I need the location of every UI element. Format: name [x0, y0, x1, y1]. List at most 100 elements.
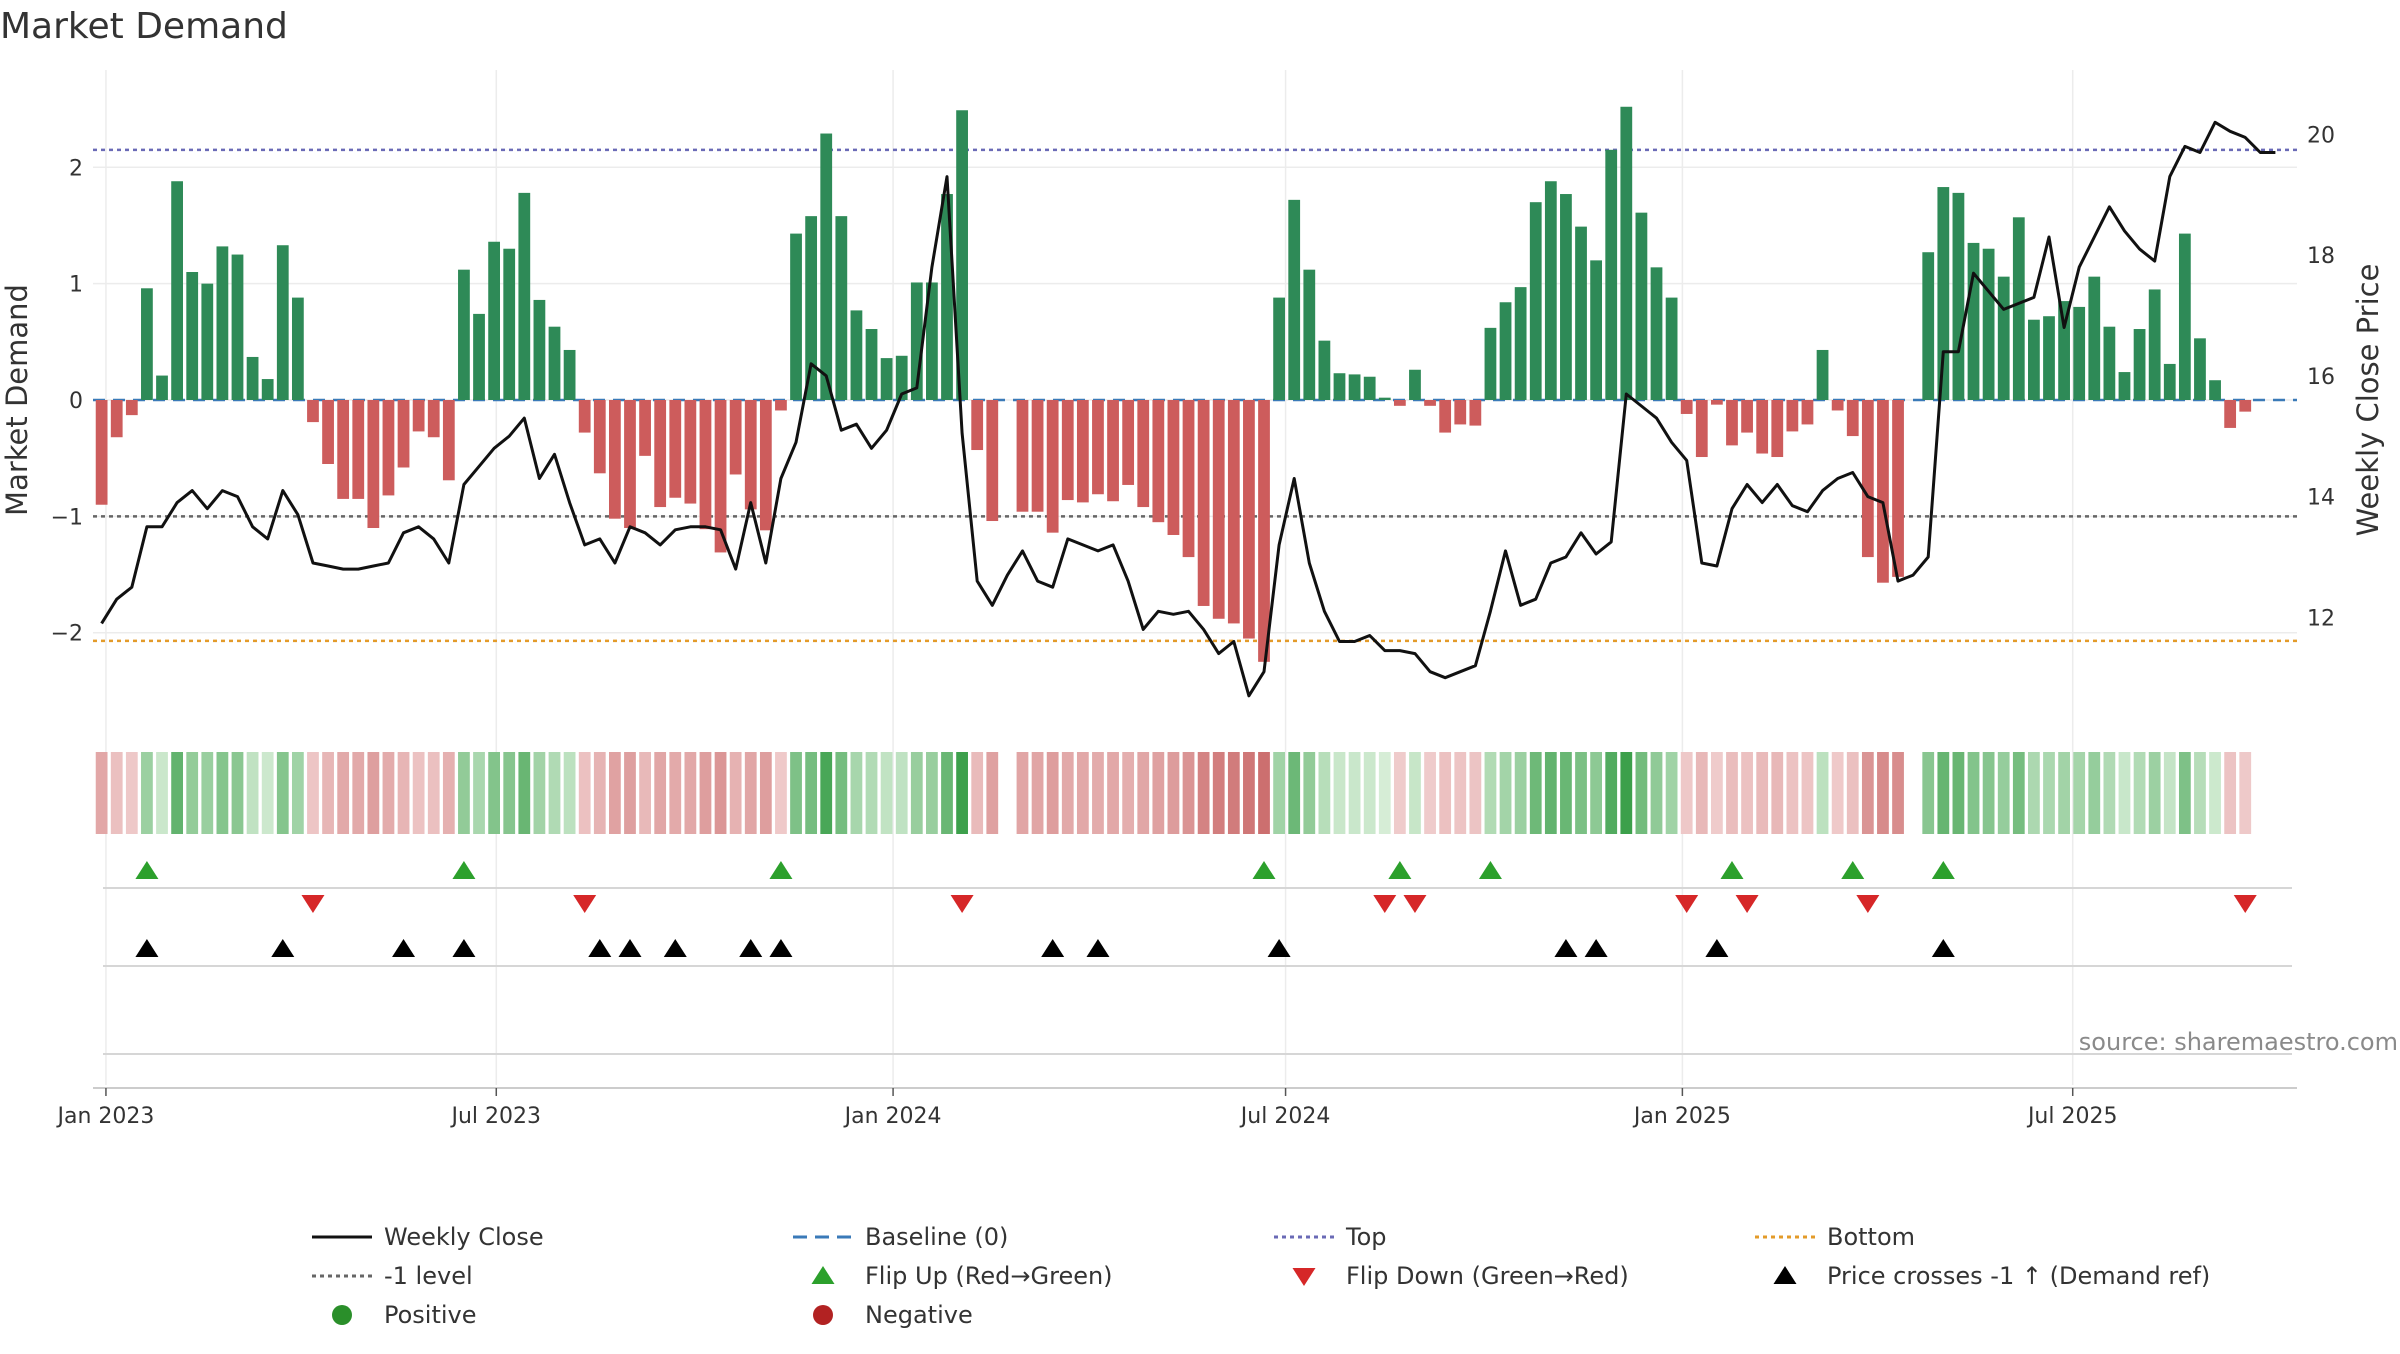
demand-bar-negative [1454, 400, 1467, 425]
demand-bar-negative [1092, 400, 1104, 495]
heat-cell-positive [2088, 752, 2101, 834]
flip-up-marker [452, 861, 476, 879]
demand-bar-positive [790, 233, 802, 400]
heat-cell-positive [1529, 752, 1542, 834]
heat-cell-positive [1605, 752, 1618, 834]
heat-cell-negative [1861, 752, 1874, 834]
demand-bar-negative [397, 400, 410, 468]
heat-cell-negative [578, 752, 591, 834]
legend: Weekly Close Baseline (0) Top Bottom -1 leve… [312, 1223, 2210, 1329]
demand-bar-negative [1846, 400, 1859, 437]
heat-cell-positive [1303, 752, 1316, 834]
demand-bar-positive [941, 194, 953, 400]
cross-marker [1931, 939, 1955, 957]
cross-marker [663, 939, 687, 957]
y2-tick-label: 12 [2307, 606, 2335, 631]
heat-cell-negative [427, 752, 440, 834]
heat-cell-negative [1439, 752, 1452, 834]
heat-cell-positive [1997, 752, 2010, 834]
demand-bar-negative [1756, 400, 1769, 454]
heat-cell-negative [971, 752, 984, 834]
y2-tick-label: 16 [2307, 365, 2335, 390]
heat-cell-negative [1137, 752, 1150, 834]
flip-down-marker [1675, 895, 1699, 913]
demand-bar-positive [261, 379, 274, 400]
heat-cell-negative [382, 752, 395, 834]
demand-bar-negative [654, 400, 667, 508]
heat-cell-negative [699, 752, 712, 834]
demand-bar-positive [2058, 301, 2070, 400]
demand-bar-negative [125, 400, 138, 416]
chart-title: Market Demand [0, 6, 288, 47]
demand-bar-positive [2163, 363, 2176, 400]
demand-bar-positive [835, 216, 848, 400]
demand-bar-positive [473, 313, 485, 400]
demand-bar-negative [1680, 400, 1693, 414]
demand-bar-negative [1741, 400, 1753, 433]
demand-bar-positive [865, 329, 878, 400]
heat-cell-negative [367, 752, 380, 834]
heat-cell-negative [1424, 752, 1436, 834]
cross-marker [588, 939, 612, 957]
heat-cell-negative [1107, 752, 1119, 834]
y-tick-label: 2 [69, 156, 83, 181]
heat-cell-positive [1635, 752, 1648, 834]
legend-item-positive: Positive [332, 1301, 477, 1329]
signal-markers [103, 861, 2292, 967]
heat-cell-negative [1122, 752, 1135, 834]
demand-bar-negative [971, 400, 984, 451]
demand-bar-positive [563, 349, 576, 400]
demand-bar-negative [669, 400, 682, 498]
heat-cell-negative [2224, 752, 2237, 834]
heat-cell-negative [1076, 752, 1089, 834]
heat-cell-positive [865, 752, 878, 834]
heat-cell-negative [307, 752, 319, 834]
heat-cell-positive [1967, 752, 1980, 834]
demand-bar-positive [1273, 297, 1285, 400]
demand-bar-positive [1378, 397, 1391, 400]
flip-down-marker [1856, 895, 1880, 913]
demand-bar-negative [986, 400, 999, 522]
legend-label: Flip Up (Red→Green) [865, 1262, 1113, 1290]
heat-cell-negative [1243, 752, 1255, 834]
x-tick-label: Jan 2023 [55, 1104, 154, 1129]
demand-bar-positive [1997, 276, 2010, 400]
heat-cell-positive [926, 752, 938, 834]
demand-bar-negative [775, 400, 787, 411]
heat-cell-negative [1167, 752, 1180, 834]
heat-cell-positive [261, 752, 274, 834]
demand-bar-positive [1333, 373, 1346, 400]
grid-layer [93, 70, 2297, 1085]
demand-bar-positive [201, 283, 214, 400]
heat-cell-positive [2043, 752, 2055, 834]
heat-cell-positive [956, 752, 968, 834]
demand-bar-positive [141, 288, 153, 400]
demand-bar-positive [2073, 306, 2086, 400]
demand-bar-positive [2148, 289, 2161, 400]
demand-bar-positive [171, 181, 183, 400]
demand-bar-positive [1982, 248, 1995, 400]
heat-cell-positive [2028, 752, 2040, 834]
demand-bar-negative [1801, 400, 1814, 425]
demand-bar-positive [1288, 199, 1301, 400]
cross-marker [452, 939, 476, 957]
demand-bar-negative [382, 400, 395, 496]
legend-swatch-circle [332, 1305, 352, 1325]
flip-down-marker [573, 895, 597, 913]
heat-cell-positive [216, 752, 229, 834]
demand-bar-negative [1016, 400, 1029, 512]
demand-bar-positive [895, 355, 908, 400]
heat-cell-positive [2194, 752, 2206, 834]
demand-bar-negative [1197, 400, 1210, 606]
y2-tick-label: 18 [2307, 244, 2335, 269]
demand-bar-positive [2133, 329, 2146, 400]
legend-label: Positive [384, 1301, 477, 1329]
heat-cell-positive [156, 752, 168, 834]
flip-up-marker [135, 861, 159, 879]
demand-bar-negative [337, 400, 350, 499]
heat-cell-positive [1620, 752, 1633, 834]
flip-down-marker [1735, 895, 1759, 913]
heat-cell-positive [1937, 752, 1950, 834]
heat-cell-positive [790, 752, 802, 834]
